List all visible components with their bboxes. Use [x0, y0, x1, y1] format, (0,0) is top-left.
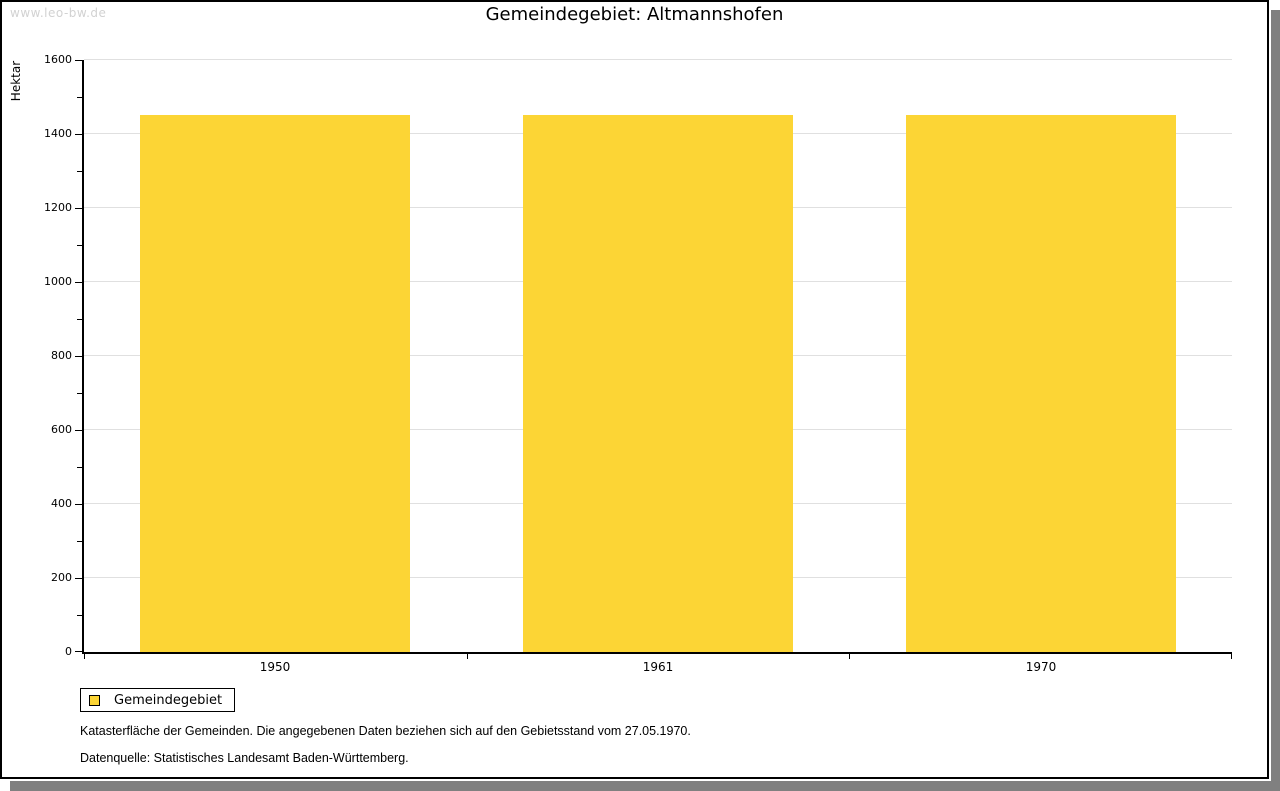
y-axis-major-tick-400 [75, 504, 82, 505]
y-axis-tick-label-600: 600 [51, 423, 72, 436]
y-axis-tick-label-200: 200 [51, 571, 72, 584]
y-axis-major-tick-0 [75, 651, 82, 652]
y-axis-tick-label-1200: 1200 [44, 201, 72, 214]
bar-1961 [523, 115, 793, 652]
legend: Gemeindegebiet [80, 688, 236, 712]
y-axis-tick-label-0: 0 [65, 645, 72, 658]
y-axis-minor-tick-900 [77, 319, 82, 320]
y-axis-major-tick-1000 [75, 282, 82, 283]
chart-title: Gemeindegebiet: Altmannshofen [485, 4, 784, 25]
footnote-data-source: Datenquelle: Statistisches Landesamt Bad… [80, 751, 409, 765]
x-axis-tick-label-1970: 1970 [1025, 660, 1057, 674]
y-axis-tick-label-400: 400 [51, 497, 72, 510]
y-axis-minor-tick-500 [77, 467, 82, 468]
footnote-source-note: Katasterfläche der Gemeinden. Die angege… [80, 724, 691, 738]
y-axis-title: Hektar [9, 60, 23, 102]
y-axis-major-tick-800 [75, 356, 82, 357]
legend-label: Gemeindegebiet [114, 692, 223, 708]
x-axis-tick-3 [1231, 654, 1232, 659]
y-axis-minor-tick-1500 [77, 97, 82, 98]
y-axis-tick-label-1400: 1400 [44, 127, 72, 140]
y-axis-major-tick-600 [75, 430, 82, 431]
chart-card: www.leo-bw.de Gemeindegebiet: Altmannsho… [0, 0, 1269, 779]
y-axis-tick-label-800: 800 [51, 349, 72, 362]
y-axis-tick-label-1600: 1600 [44, 53, 72, 66]
y-axis-minor-tick-100 [77, 615, 82, 616]
x-axis-tick-1 [467, 654, 468, 659]
x-axis-tick-label-1950: 1950 [259, 660, 291, 674]
y-axis-minor-tick-300 [77, 541, 82, 542]
y-axis-minor-tick-700 [77, 393, 82, 394]
card-shadow-right [1271, 10, 1280, 791]
y-axis-major-tick-1600 [75, 60, 82, 61]
legend-swatch [89, 694, 100, 706]
watermark: www.leo-bw.de [10, 6, 107, 20]
y-axis-tick-label-1000: 1000 [44, 275, 72, 288]
x-axis-tick-2 [849, 654, 850, 659]
bar-1950 [140, 115, 410, 652]
x-axis-tick-0 [84, 654, 85, 659]
x-axis-tick-label-1961: 1961 [642, 660, 674, 674]
bar-1970 [906, 115, 1176, 652]
y-axis-major-tick-1400 [75, 134, 82, 135]
gridline-1600 [84, 59, 1232, 60]
y-axis-minor-tick-1300 [77, 171, 82, 172]
y-axis-minor-tick-1100 [77, 245, 82, 246]
y-axis-major-tick-1200 [75, 208, 82, 209]
card-shadow-bottom [10, 781, 1271, 791]
y-axis-major-tick-200 [75, 578, 82, 579]
plot-area: 0 200 400 600 800 1000 1200 1400 1600 1950 1961 197… [44, 53, 1232, 674]
